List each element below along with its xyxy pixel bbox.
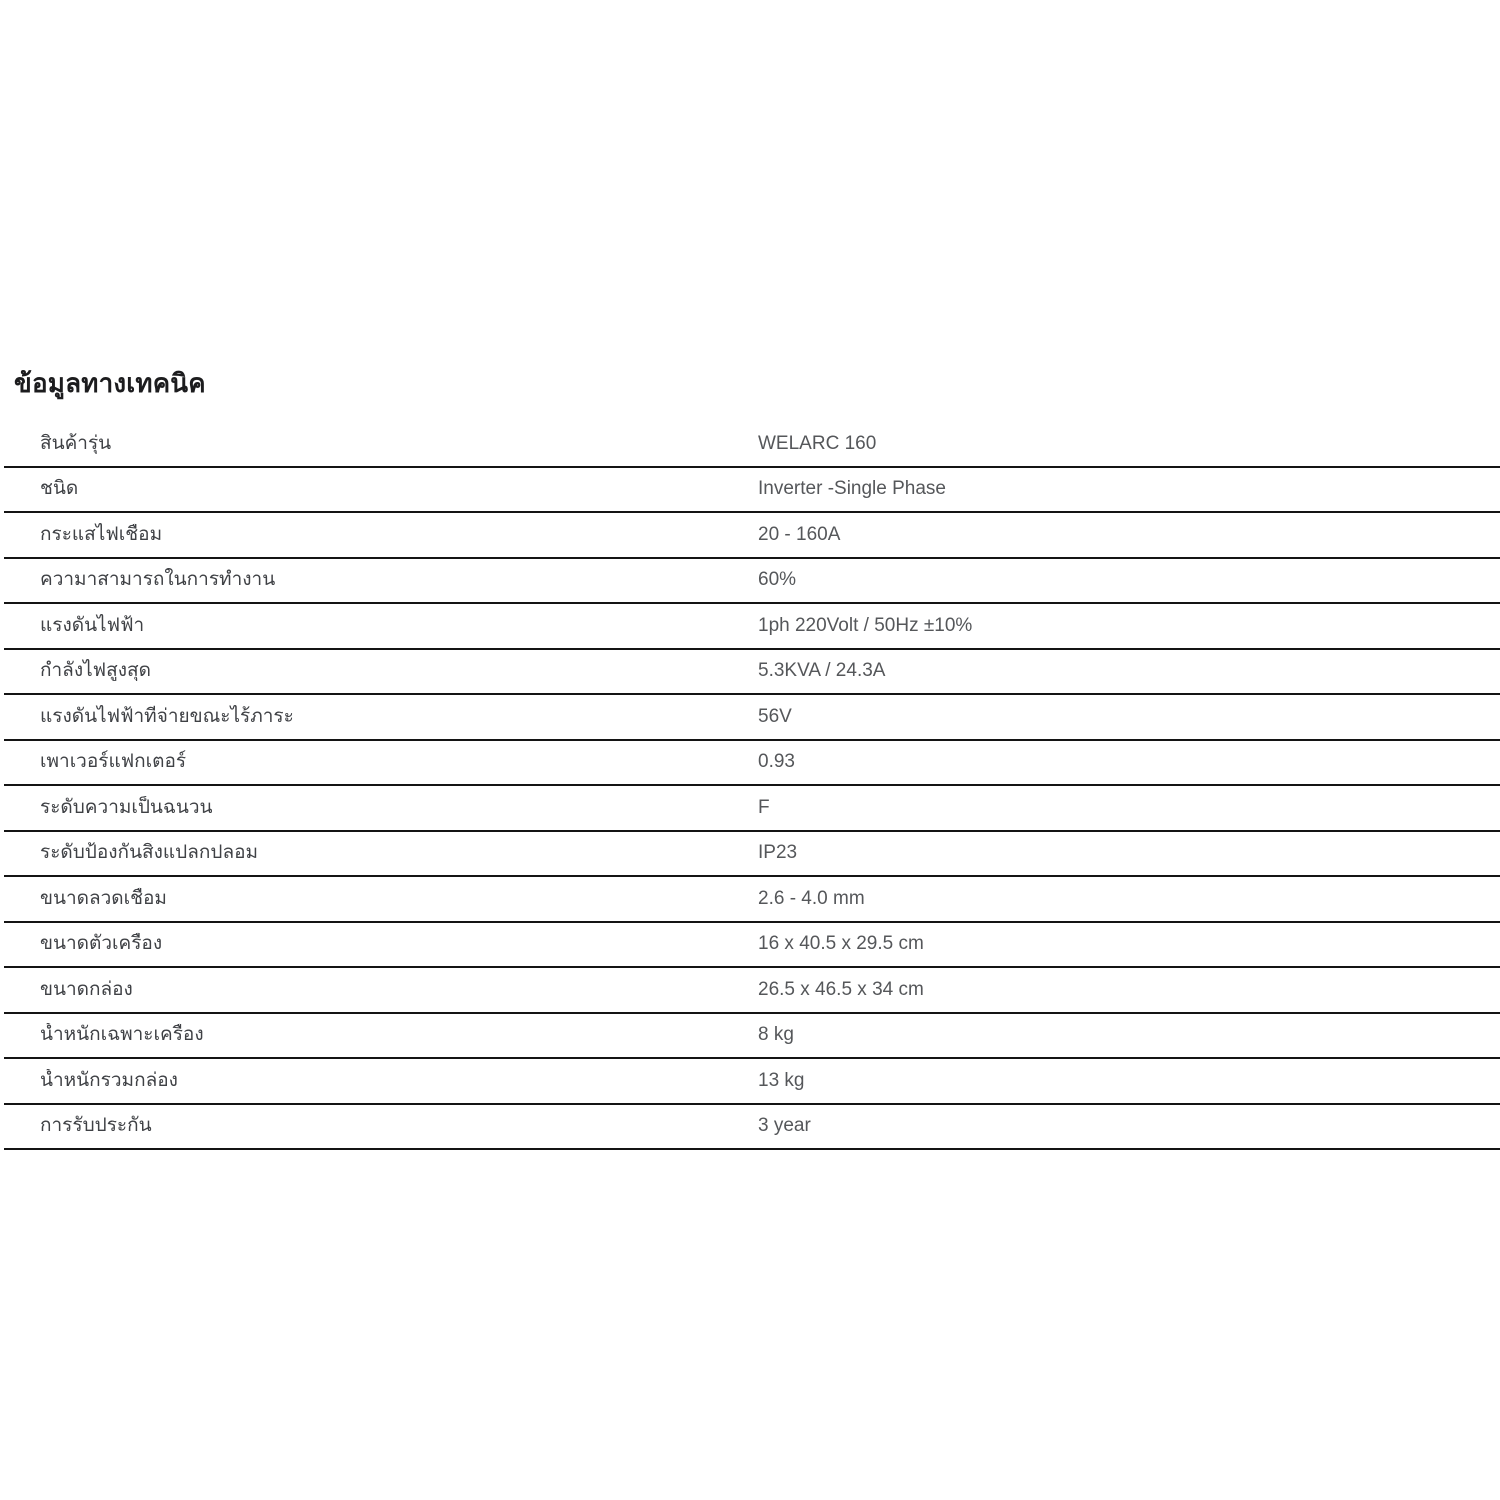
spec-value: 20 - 160A	[758, 523, 841, 545]
spec-row-type: ชนิด Inverter -Single Phase	[4, 468, 1500, 513]
spec-label: เพาเวอร์แฟกเตอร์	[40, 751, 187, 773]
spec-row-protection-class: ระดับป้องกันสิ่งแปลกปลอม IP23	[4, 832, 1500, 877]
spec-value: WELARC 160	[758, 432, 877, 454]
spec-value: 0.93	[758, 751, 795, 773]
spec-row-power-factor: เพาเวอร์แฟกเตอร์ 0.93	[4, 741, 1500, 786]
spec-label: ขนาดกล่อง	[40, 978, 133, 1000]
spec-value: 56V	[758, 705, 792, 727]
spec-label: สินค้ารุ่น	[40, 432, 112, 454]
spec-value: 8 kg	[758, 1024, 794, 1046]
spec-value: 2.6 - 4.0 mm	[758, 887, 865, 909]
spec-label: ระดับความเป็นฉนวน	[40, 796, 213, 818]
spec-label: ระดับป้องกันสิ่งแปลกปลอม	[40, 842, 259, 864]
spec-value: F	[758, 796, 770, 818]
spec-row-net-weight: น้ำหนักเฉพาะเครื่อง 8 kg	[4, 1014, 1500, 1059]
spec-label: แรงดันไฟฟ้า	[40, 614, 145, 636]
spec-row-gross-weight: น้ำหนักรวมกล่อง 13 kg	[4, 1059, 1500, 1105]
spec-label: ชนิด	[40, 478, 79, 500]
spec-row-voltage: แรงดันไฟฟ้า 1ph 220Volt / 50Hz ±10%	[4, 604, 1500, 650]
spec-row-model: สินค้ารุ่น WELARC 160	[4, 422, 1500, 468]
spec-row-welding-current: กระแสไฟเชื่อม 20 - 160A	[4, 513, 1500, 559]
spec-value: Inverter -Single Phase	[758, 478, 946, 500]
spec-label: การรับประกัน	[40, 1115, 152, 1137]
spec-value: 3 year	[758, 1115, 811, 1137]
page-title: ข้อมูลทางเทคนิค	[14, 368, 206, 398]
spec-row-insulation-class: ระดับความเป็นฉนวน F	[4, 786, 1500, 832]
spec-label: กระแสไฟเชื่อม	[40, 523, 163, 545]
spec-label: แรงดันไฟฟ้าที่จ่ายขณะไร้ภาระ	[40, 705, 294, 727]
spec-value: 5.3KVA / 24.3A	[758, 660, 886, 682]
spec-value: 13 kg	[758, 1069, 805, 1091]
spec-value: IP23	[758, 842, 798, 864]
spec-value: 1ph 220Volt / 50Hz ±10%	[758, 614, 973, 636]
spec-label: ขนาดลวดเชื่อม	[40, 887, 167, 909]
spec-row-duty-cycle: ความาสามารถในการทำงาน 60%	[4, 559, 1500, 604]
spec-label: น้ำหนักเฉพาะเครื่อง	[40, 1024, 204, 1046]
spec-row-box-size: ขนาดกล่อง 26.5 x 46.5 x 34 cm	[4, 968, 1500, 1014]
spec-table: สินค้ารุ่น WELARC 160 ชนิด Inverter -Sin…	[4, 422, 1500, 1150]
spec-label: ความาสามารถในการทำงาน	[40, 569, 276, 591]
spec-row-max-power: กำลังไฟสูงสุด 5.3KVA / 24.3A	[4, 650, 1500, 695]
spec-value: 26.5 x 46.5 x 34 cm	[758, 978, 924, 1000]
spec-row-no-load-voltage: แรงดันไฟฟ้าที่จ่ายขณะไร้ภาระ 56V	[4, 695, 1500, 741]
spec-label: น้ำหนักรวมกล่อง	[40, 1069, 178, 1091]
spec-label: ขนาดตัวเครื่อง	[40, 933, 163, 955]
spec-label: กำลังไฟสูงสุด	[40, 660, 151, 682]
spec-row-machine-size: ขนาดตัวเครื่อง 16 x 40.5 x 29.5 cm	[4, 923, 1500, 968]
spec-value: 60%	[758, 569, 797, 591]
spec-row-electrode-size: ขนาดลวดเชื่อม 2.6 - 4.0 mm	[4, 877, 1500, 923]
spec-value: 16 x 40.5 x 29.5 cm	[758, 933, 924, 955]
spec-row-warranty: การรับประกัน 3 year	[4, 1105, 1500, 1150]
